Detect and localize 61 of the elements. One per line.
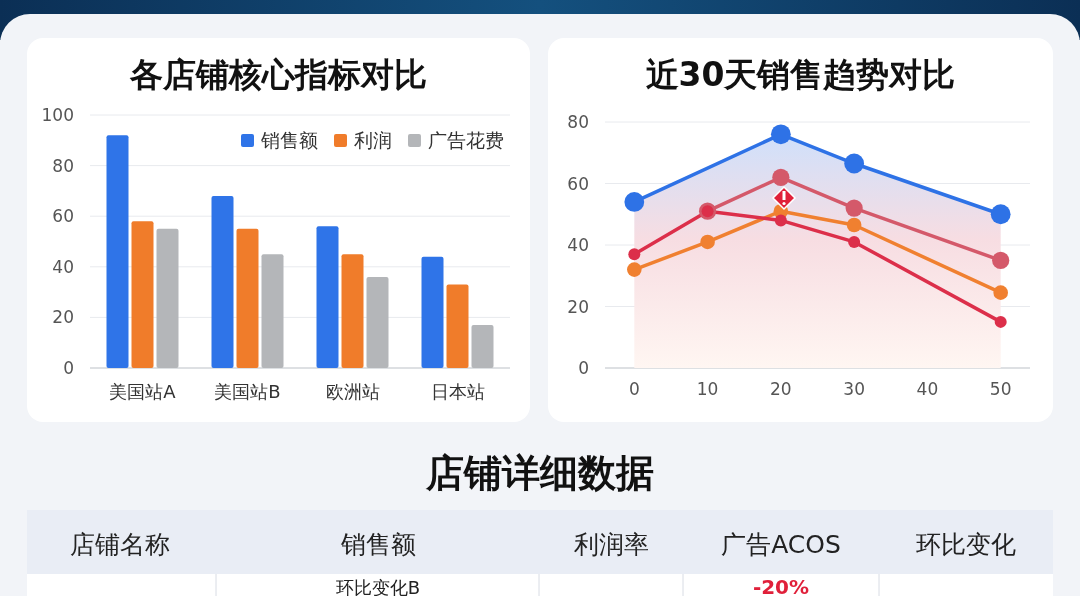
bar bbox=[446, 284, 469, 368]
point bbox=[772, 168, 790, 186]
legend-label: 广告花费 bbox=[428, 129, 504, 151]
bar bbox=[106, 135, 129, 368]
y-tick-label: 60 bbox=[567, 173, 589, 194]
x-tick-label: 30 bbox=[843, 379, 865, 399]
bar bbox=[236, 228, 259, 368]
point bbox=[993, 285, 1008, 300]
point bbox=[700, 234, 715, 250]
x-tick-label: 美国站A bbox=[109, 381, 177, 402]
y-tick-label: 0 bbox=[63, 358, 74, 378]
text: 销售额 bbox=[339, 530, 416, 559]
text: 利润率 bbox=[573, 530, 649, 559]
y-tick-label: 40 bbox=[52, 256, 74, 277]
text: -20% bbox=[752, 575, 810, 596]
y-tick-label: 40 bbox=[567, 235, 589, 255]
point bbox=[992, 251, 1010, 269]
bar bbox=[471, 324, 494, 368]
bar bbox=[131, 221, 154, 368]
point bbox=[846, 217, 862, 233]
point bbox=[624, 192, 645, 212]
text: 环比变化B bbox=[335, 577, 421, 596]
text: 店铺详细数据 bbox=[425, 451, 654, 495]
bar bbox=[341, 254, 364, 368]
bar bbox=[316, 226, 339, 368]
point bbox=[990, 204, 1011, 225]
point bbox=[770, 124, 791, 145]
point bbox=[848, 235, 861, 248]
y-tick-label: 20 bbox=[567, 296, 589, 317]
y-tick-label: 100 bbox=[41, 105, 74, 125]
y-tick-label: 0 bbox=[578, 358, 589, 378]
y-tick-label: 80 bbox=[567, 112, 589, 132]
bar bbox=[366, 276, 389, 368]
x-tick-label: 40 bbox=[916, 379, 939, 399]
bar bbox=[261, 254, 284, 368]
point bbox=[845, 199, 863, 217]
legend-label: 销售额 bbox=[260, 129, 318, 151]
bar bbox=[211, 195, 234, 368]
x-tick-label: 50 bbox=[989, 379, 1012, 399]
text: 环比变化 bbox=[916, 530, 1016, 559]
chart-title: 各店铺核心指标对比 bbox=[129, 55, 427, 94]
y-tick-label: 80 bbox=[52, 155, 74, 176]
text: 广告ACOS bbox=[721, 530, 841, 559]
point bbox=[844, 153, 865, 174]
y-tick-label: 60 bbox=[52, 206, 74, 227]
chart-title: 近30天销售趋势对比 bbox=[645, 55, 956, 94]
legend-label: 利润 bbox=[354, 129, 392, 151]
bar bbox=[156, 228, 179, 368]
point bbox=[774, 214, 787, 227]
x-tick-label: 欧洲站 bbox=[325, 381, 380, 402]
text: 店铺名称 bbox=[70, 530, 170, 559]
point bbox=[627, 262, 642, 277]
x-tick-label: 0 bbox=[628, 379, 640, 399]
x-tick-label: 10 bbox=[696, 379, 719, 399]
point bbox=[628, 248, 641, 261]
x-tick-label: 美国站B bbox=[214, 381, 281, 402]
bar bbox=[421, 256, 444, 368]
x-tick-label: 20 bbox=[770, 379, 792, 399]
y-tick-label: 20 bbox=[52, 307, 74, 328]
x-tick-label: 日本站 bbox=[430, 381, 485, 402]
point bbox=[994, 315, 1007, 328]
